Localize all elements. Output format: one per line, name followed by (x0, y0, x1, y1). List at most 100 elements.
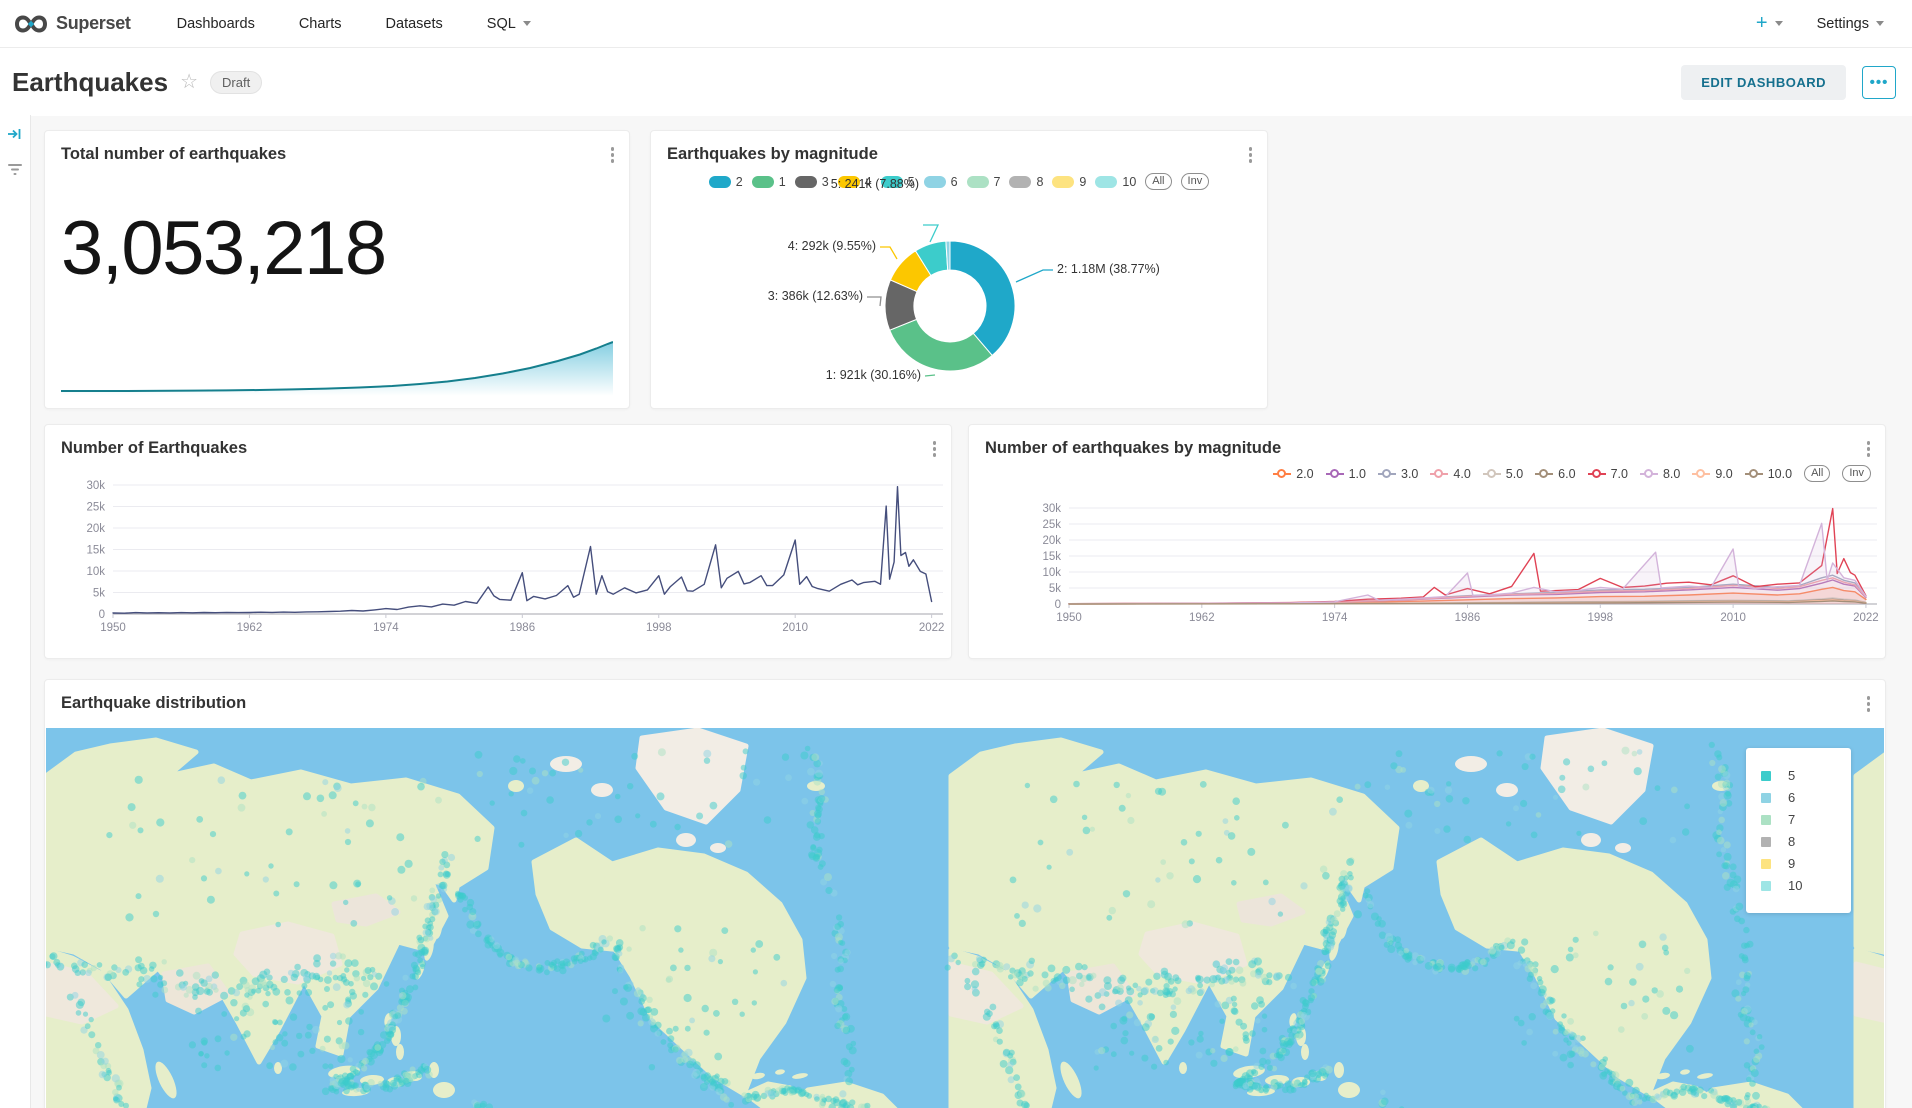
caret-down-icon (1876, 21, 1884, 26)
svg-text:30k: 30k (1042, 503, 1061, 515)
line-chart[interactable]: 0 5k 10k 15k 20k 25k 30k 1950 1962 1974 1986 1998 20… (45, 425, 951, 658)
new-item-button[interactable]: + (1756, 12, 1783, 35)
legend-swatch (837, 175, 860, 188)
legend-marker (1378, 469, 1396, 478)
big-number-value: 3,053,218 (61, 206, 387, 291)
svg-text:15k: 15k (1042, 551, 1061, 563)
legend-item-5[interactable]: 5 (880, 174, 915, 189)
kebab-menu-icon[interactable] (930, 438, 940, 460)
legend-label: 9.0 (1715, 466, 1733, 481)
series-legend: 2.0 1.0 3.0 4.0 5.0 6.0 7.0 8.0 9.0 10.0 All Inv (1273, 465, 1871, 482)
kebab-menu-icon[interactable] (608, 144, 618, 166)
nav-item-sql[interactable]: SQL (487, 16, 531, 32)
legend-inv-button[interactable]: Inv (1180, 173, 1210, 190)
world-map[interactable] (46, 728, 1884, 1108)
legend-label: 9 (1079, 174, 1087, 189)
legend-label: 1 (778, 174, 786, 189)
legend-swatch (751, 175, 774, 188)
legend-label: 4 (864, 174, 872, 189)
legend-item-8.0[interactable]: 8.0 (1639, 466, 1681, 481)
legend-item-5.0[interactable]: 5.0 (1482, 467, 1523, 481)
legend-item-2[interactable]: 2 (708, 174, 743, 189)
caret-down-icon (1774, 21, 1783, 26)
svg-text:15k: 15k (86, 545, 105, 557)
superset-logo[interactable]: Superset (14, 13, 131, 35)
filter-bar-collapsed (0, 115, 31, 1108)
legend-item-10.0[interactable]: 10.0 (1744, 467, 1792, 481)
settings-menu[interactable]: Settings (1817, 16, 1884, 32)
nav-item-datasets[interactable]: Datasets (385, 15, 443, 32)
star-outline-icon[interactable]: ☆ (180, 71, 199, 93)
svg-text:1950: 1950 (1056, 612, 1082, 624)
legend-inv-button[interactable]: Inv (1842, 465, 1871, 482)
legend-item-4[interactable]: 4 (837, 174, 872, 189)
kebab-menu-icon[interactable] (1864, 693, 1874, 715)
chart-card-earthquakes-by-magnitude-lines: Number of earthquakes by magnitude 2.0 1.… (968, 424, 1886, 659)
chart-title: Total number of earthquakes (61, 145, 287, 163)
legend-item-6[interactable]: 6 (923, 174, 958, 189)
legend-label: 4.0 (1453, 466, 1471, 481)
svg-text:2022: 2022 (1853, 612, 1879, 624)
legend-label: 3.0 (1401, 466, 1419, 481)
legend-item-9[interactable]: 9 (1052, 175, 1086, 189)
legend-item-9.0[interactable]: 9.0 (1692, 466, 1733, 481)
legend-item-3.0[interactable]: 3.0 (1378, 467, 1418, 481)
kebab-menu-icon[interactable] (1864, 438, 1874, 460)
legend-item-10[interactable]: 10 (1095, 175, 1136, 189)
legend-swatch (1761, 792, 1771, 803)
map-legend-item-5[interactable]: 5 (1761, 768, 1841, 783)
legend-label: 10 (1788, 878, 1803, 893)
legend-label: 6 (950, 174, 958, 189)
map-legend-item-10[interactable]: 10 (1761, 878, 1841, 893)
legend-all-button[interactable]: All (1804, 465, 1831, 482)
legend-item-6.0[interactable]: 6.0 (1535, 467, 1576, 481)
legend-swatch (1052, 175, 1075, 188)
chart-card-earthquakes-by-magnitude: Earthquakes by magnitude 2 1 3 4 5 6 7 8 9 10 All I… (650, 130, 1268, 409)
nav-item-dashboards[interactable]: Dashboards (176, 15, 255, 32)
filter-funnel-icon[interactable] (6, 161, 24, 179)
top-nav: Superset Dashboards Charts Datasets SQL … (0, 0, 1912, 48)
legend-all-button[interactable]: All (1145, 173, 1172, 190)
legend-label: 7 (993, 174, 1001, 189)
legend-swatch (1761, 858, 1771, 869)
svg-text:10k: 10k (1042, 567, 1061, 579)
map-legend-item-9[interactable]: 9 (1761, 856, 1841, 871)
svg-text:0: 0 (1055, 599, 1061, 611)
legend-label: 2 (735, 174, 743, 189)
legend-label: 7 (1788, 812, 1796, 827)
map-legend-item-7[interactable]: 7 (1761, 812, 1841, 827)
svg-text:10k: 10k (86, 566, 105, 578)
chart-card-earthquake-distribution: Earthquake distribution 5 6 7 8 9 10 (44, 679, 1886, 1108)
map-legend: 5 6 7 8 9 10 (1746, 748, 1851, 913)
status-badge: Draft (210, 70, 263, 94)
chart-card-total-earthquakes: Total number of earthquakes 3,053,218 (44, 130, 630, 409)
legend-swatch (1761, 770, 1771, 781)
kebab-menu-icon[interactable] (1246, 144, 1256, 166)
legend-item-2.0[interactable]: 2.0 (1273, 466, 1314, 481)
donut-chart[interactable] (651, 195, 1267, 408)
edit-dashboard-button[interactable]: EDIT DASHBOARD (1681, 64, 1846, 100)
svg-text:1998: 1998 (646, 622, 672, 634)
slice-label-4: 4: 292k (9.55%) (787, 239, 876, 253)
legend-label: 2.0 (1296, 466, 1314, 481)
legend-label: 8.0 (1662, 466, 1681, 481)
svg-text:2010: 2010 (782, 622, 808, 634)
map-legend-item-8[interactable]: 8 (1761, 834, 1841, 849)
legend-label: 5 (907, 174, 915, 189)
legend-item-1.0[interactable]: 1.0 (1325, 467, 1366, 481)
brand-name: Superset (56, 13, 131, 33)
legend-item-1[interactable]: 1 (751, 174, 786, 189)
chart-title: Number of earthquakes by magnitude (985, 439, 1282, 457)
multi-line-chart[interactable]: 0 5k 10k 15k 20k 25k 30k 1950 1962 1974 1986 1998 20… (969, 425, 1885, 658)
legend-swatch (794, 175, 817, 188)
legend-item-8[interactable]: 8 (1009, 175, 1043, 189)
more-options-button[interactable]: ••• (1862, 65, 1896, 99)
legend-item-7[interactable]: 7 (966, 174, 1001, 189)
legend-item-4.0[interactable]: 4.0 (1430, 466, 1471, 481)
legend-item-7.0[interactable]: 7.0 (1587, 467, 1628, 481)
map-legend-item-6[interactable]: 6 (1761, 790, 1841, 805)
legend-item-3[interactable]: 3 (794, 175, 829, 189)
svg-text:1986: 1986 (510, 622, 536, 634)
expand-filter-bar-icon[interactable] (6, 125, 24, 143)
nav-item-charts[interactable]: Charts (298, 15, 342, 32)
